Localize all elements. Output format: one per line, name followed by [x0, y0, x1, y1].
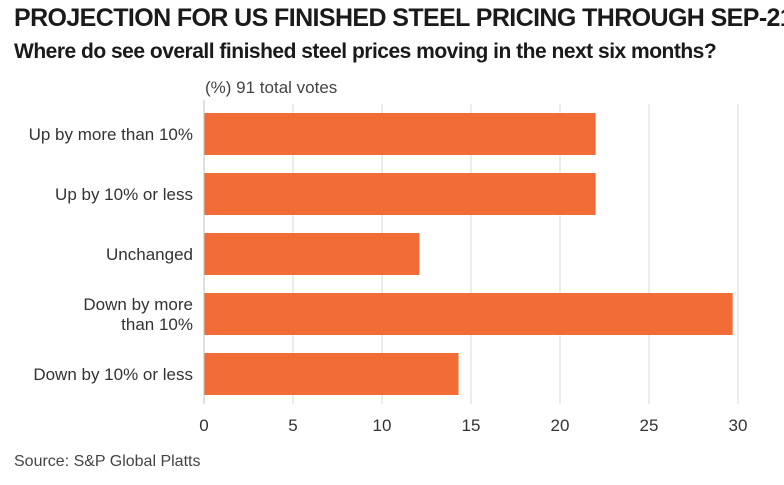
x-tick-label: 20 [551, 416, 570, 435]
category-label: Down by 10% or less [33, 365, 193, 384]
category-label: Down by more [83, 295, 193, 314]
category-label: than 10% [121, 315, 193, 334]
bar [204, 113, 596, 155]
unit-note: (%) 91 total votes [205, 78, 338, 97]
bar [204, 353, 459, 395]
chart-title: PROJECTION FOR US FINISHED STEEL PRICING… [14, 4, 784, 32]
source-note: Source: S&P Global Platts [14, 453, 201, 470]
bar [204, 233, 420, 275]
x-tick-label: 5 [288, 416, 297, 435]
x-tick-label: 30 [729, 416, 748, 435]
bar [204, 293, 733, 335]
category-label: Unchanged [106, 245, 193, 264]
x-tick-label: 15 [462, 416, 481, 435]
x-tick-label: 10 [373, 416, 392, 435]
category-label: Up by more than 10% [29, 125, 193, 144]
category-label: Up by 10% or less [55, 185, 193, 204]
x-tick-label: 25 [640, 416, 659, 435]
chart-subtitle: Where do see overall finished steel pric… [14, 40, 717, 63]
x-tick-label: 0 [199, 416, 208, 435]
bar [204, 173, 596, 215]
